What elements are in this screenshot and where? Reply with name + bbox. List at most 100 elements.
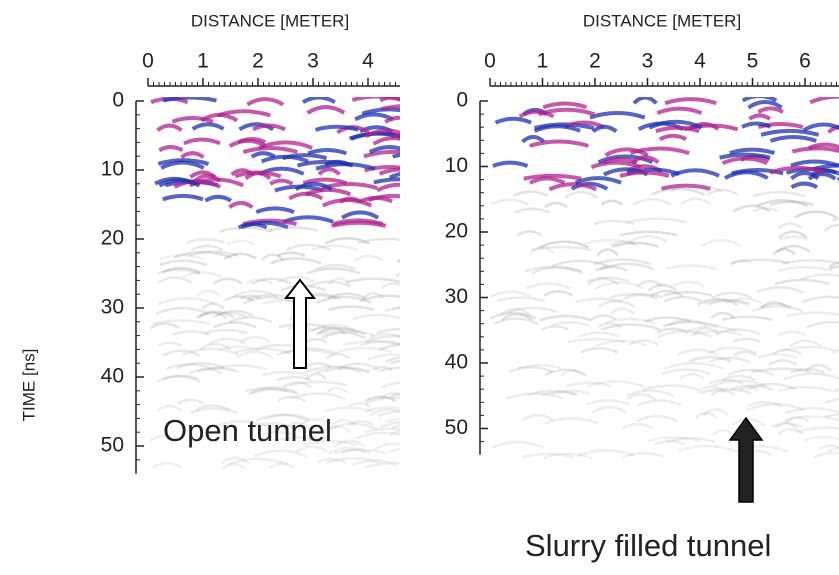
reflection [220, 456, 250, 465]
reflection [308, 436, 331, 443]
reflection [752, 207, 779, 213]
reflection [263, 413, 311, 421]
reflection [770, 422, 803, 429]
reflection [193, 173, 222, 183]
reflection [587, 277, 620, 286]
reflection [548, 182, 597, 192]
reflection [157, 268, 201, 276]
reflection [692, 327, 720, 336]
reflection [748, 113, 772, 121]
reflection [654, 439, 685, 446]
reflection [183, 137, 221, 146]
reflection [741, 97, 778, 103]
reflection [543, 289, 573, 297]
reflection [227, 457, 289, 466]
y-tick-label: 10 [445, 154, 468, 177]
reflection [672, 280, 705, 288]
reflection [218, 345, 258, 352]
reflection [276, 251, 306, 258]
reflection [670, 184, 723, 193]
reflection [331, 220, 387, 228]
reflection [824, 397, 839, 404]
reflection [377, 410, 400, 418]
reflection [828, 265, 839, 270]
reflection [539, 314, 593, 322]
y-tick-label: 20 [445, 220, 468, 243]
reflection [327, 277, 351, 286]
reflection [156, 123, 183, 132]
reflection [244, 171, 272, 181]
reflection [551, 320, 590, 327]
reflection [774, 278, 831, 286]
reflection [789, 339, 822, 348]
reflection [306, 105, 346, 115]
reflection [784, 415, 810, 423]
reflection [619, 170, 670, 178]
reflection [632, 197, 671, 206]
reflection [690, 329, 743, 337]
reflection [516, 230, 543, 237]
reflection [190, 244, 224, 252]
reflection [228, 138, 267, 148]
reflection [574, 297, 624, 304]
reflection [355, 431, 400, 440]
reflection [657, 329, 713, 339]
reflection [507, 306, 559, 314]
reflection [721, 315, 773, 322]
reflection [385, 356, 400, 363]
reflection [642, 384, 700, 392]
reflection [364, 461, 400, 469]
reflection [694, 411, 718, 419]
reflection [269, 226, 319, 232]
reflection [157, 296, 217, 306]
reflection [251, 277, 293, 285]
reflection [362, 291, 385, 300]
reflection [212, 311, 248, 319]
reflection [359, 294, 400, 303]
reflection [791, 146, 839, 154]
reflection [566, 381, 612, 388]
reflection [373, 177, 400, 185]
reflection [302, 177, 348, 186]
reflection [650, 289, 684, 298]
y-axis-label: TIME [ns] [19, 349, 38, 422]
x-tick-label: 4 [694, 50, 706, 73]
reflection [644, 316, 691, 323]
reflection [700, 387, 752, 395]
reflection [544, 201, 568, 209]
reflection [363, 149, 400, 159]
reflection [245, 386, 289, 393]
reflection [760, 128, 820, 137]
reflection [524, 265, 582, 273]
reflection [680, 197, 712, 206]
reflection [490, 290, 532, 298]
reflection [277, 395, 306, 403]
reflection [768, 359, 797, 366]
reflection [778, 385, 832, 393]
reflection [760, 300, 787, 309]
reflection [160, 160, 205, 170]
reflection [823, 223, 839, 232]
reflection [499, 307, 531, 316]
reflection [282, 153, 328, 161]
reflection [756, 198, 808, 208]
x-tick-label: 4 [362, 50, 374, 73]
reflection [541, 325, 570, 331]
reflection [384, 417, 400, 424]
reflection [173, 250, 233, 259]
reflection [215, 309, 254, 317]
reflection [746, 402, 805, 412]
reflection [539, 240, 590, 249]
reflection [282, 381, 312, 389]
y-tick-label: 30 [101, 296, 124, 319]
reflection [574, 176, 622, 185]
reflection [752, 190, 806, 198]
x-tick-label: 3 [642, 50, 654, 73]
reflection [212, 277, 243, 285]
reflection [525, 282, 572, 290]
reflection [679, 373, 705, 380]
x-tick-label: 1 [197, 50, 209, 73]
reflection [585, 399, 631, 406]
reflection [378, 167, 400, 176]
reflection [508, 366, 554, 374]
